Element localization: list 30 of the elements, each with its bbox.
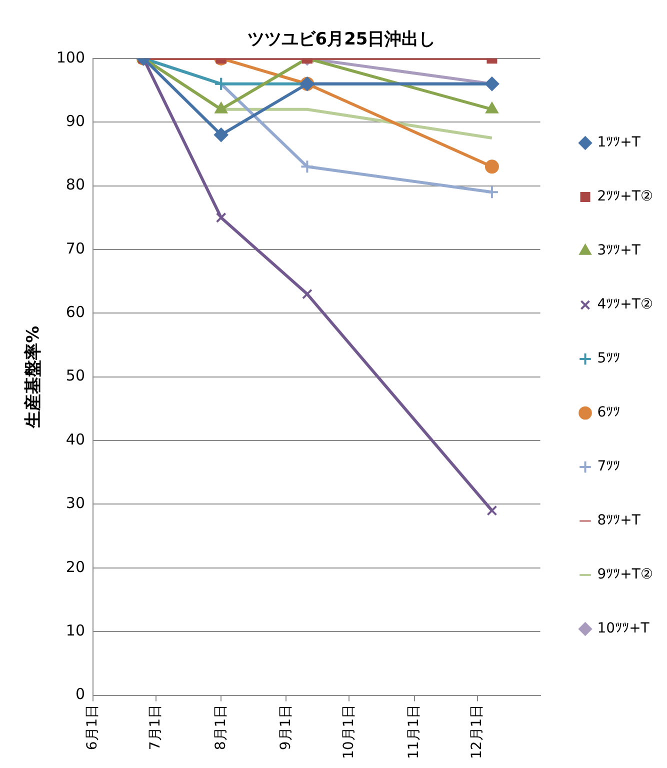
x-tick-label: 10月1日 xyxy=(340,704,357,760)
legend-label: 9ﾂﾂ+T② xyxy=(597,566,654,583)
y-axis-title: 生産基盤率% xyxy=(24,326,44,429)
x-tick-label: 11月1日 xyxy=(406,704,422,760)
legend-label: 4ﾂﾂ+T② xyxy=(597,296,654,313)
legend-label: 7ﾂﾂ xyxy=(597,458,620,475)
x-tick-label: 6月1日 xyxy=(84,704,101,750)
y-tick-label: 80 xyxy=(66,176,86,194)
y-tick-label: 90 xyxy=(66,112,86,130)
legend-label: 10ﾂﾂ+T xyxy=(597,620,650,637)
x-tick-label: 12月1日 xyxy=(468,704,485,760)
legend-label: 5ﾂﾂ xyxy=(597,350,620,367)
y-tick-label: 30 xyxy=(66,494,86,512)
y-tick-label: 10 xyxy=(66,621,86,640)
y-tick-label: 20 xyxy=(66,558,86,576)
x-tick-label: 9月1日 xyxy=(278,704,294,750)
y-tick-label: 60 xyxy=(66,303,86,322)
legend-label: 6ﾂﾂ xyxy=(597,404,620,421)
y-tick-label: 100 xyxy=(56,48,86,66)
x-tick-label: 8月1日 xyxy=(212,704,229,750)
y-tick-label: 70 xyxy=(66,239,86,258)
chart-title: ツツユビ6月25日沖出し xyxy=(247,30,436,50)
legend-label: 3ﾂﾂ+T xyxy=(597,242,641,259)
legend-label: 8ﾂﾂ+T xyxy=(597,512,641,529)
x-tick-label: 7月1日 xyxy=(148,704,164,750)
y-tick-label: 50 xyxy=(66,366,86,385)
legend-label: 2ﾂﾂ+T② xyxy=(597,188,654,205)
y-tick-label: 40 xyxy=(66,430,86,448)
y-tick-label: 0 xyxy=(75,685,86,704)
legend-label: 1ﾂﾂ+T xyxy=(597,134,641,151)
